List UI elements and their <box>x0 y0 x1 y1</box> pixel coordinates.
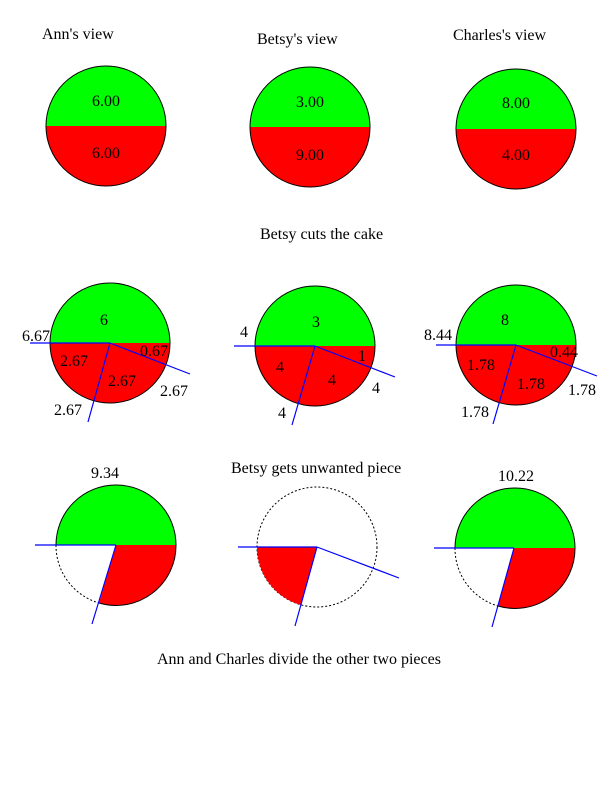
caption-betsy-unwanted: Betsy gets unwanted piece <box>231 460 401 477</box>
cut-line-bottom <box>491 547 515 628</box>
charles-view-title: Charles's view <box>453 27 547 44</box>
betsy-green-half <box>250 67 370 127</box>
left-piece-value: 4 <box>240 324 248 341</box>
red-left-value: 4 <box>276 359 284 376</box>
red-left-value: 2.67 <box>60 353 88 370</box>
cut-line-right <box>515 344 598 377</box>
charles-green-half <box>456 69 576 129</box>
caption-ann-charles-divide: Ann and Charles divide the other two pie… <box>157 651 441 668</box>
green-region <box>255 286 375 346</box>
cut-cake-charles: 8 8.44 1.78 1.78 0.44 1.78 1.78 <box>424 284 598 425</box>
left-piece-value: 6.67 <box>22 328 50 345</box>
removed-piece-outline <box>454 547 499 607</box>
final-cake-charles: 10.22 <box>434 468 576 628</box>
red-wedge <box>99 545 177 606</box>
green-region <box>455 488 575 548</box>
bottom-piece-value: 1.78 <box>461 404 489 421</box>
removed-piece-outline <box>55 544 100 604</box>
right-piece-value: 2.67 <box>160 383 188 400</box>
ann-red-value: 6.00 <box>92 145 120 162</box>
red-mid-value: 2.67 <box>108 373 136 390</box>
red-right-value: 0.44 <box>550 344 578 361</box>
caption-betsy-cuts: Betsy cuts the cake <box>260 226 383 243</box>
cut-cake-betsy: 3 4 4 4 1 4 4 <box>234 285 396 426</box>
cut-line-bottom <box>91 544 117 625</box>
ann-green-half <box>46 66 166 126</box>
red-region <box>50 343 170 403</box>
betsy-red-half <box>250 127 370 187</box>
right-piece-value: 1.78 <box>568 382 596 399</box>
ann-green-value: 6.00 <box>92 93 120 110</box>
cut-line-right <box>314 345 396 378</box>
red-region <box>456 345 576 405</box>
ann-cake-outline <box>45 65 167 187</box>
cake-outline <box>454 487 576 609</box>
ann-view-title: Ann's view <box>42 26 114 43</box>
red-wedge <box>256 547 317 605</box>
red-left-value: 1.78 <box>467 357 495 374</box>
green-value: 3 <box>312 314 320 331</box>
betsy-view: Betsy's view 3.00 9.00 <box>249 31 371 188</box>
betsy-green-value: 3.00 <box>296 94 324 111</box>
red-mid-value: 1.78 <box>517 376 545 393</box>
charles-green-value: 8.00 <box>502 95 530 112</box>
charles-red-half <box>456 129 576 189</box>
red-wedge <box>498 548 576 609</box>
cut-line-bottom <box>291 345 316 426</box>
red-mid-value: 4 <box>328 372 336 389</box>
right-piece-value: 4 <box>372 380 380 397</box>
ann-view: Ann's view 6.00 6.00 <box>42 26 167 187</box>
green-value: 8 <box>501 312 509 329</box>
betsy-cake-outline <box>249 66 371 188</box>
cut-line-right <box>109 342 191 375</box>
bottom-piece-value: 2.67 <box>54 402 82 419</box>
charles-total-value: 10.22 <box>498 468 534 485</box>
betsy-view-title: Betsy's view <box>257 31 338 48</box>
cut-line-bottom <box>294 546 318 627</box>
cake-outline <box>55 484 177 606</box>
green-region <box>50 283 170 343</box>
charles-cake-outline <box>455 68 577 190</box>
red-right-value: 1 <box>358 348 366 365</box>
cut-line-bottom <box>492 344 517 425</box>
green-region <box>456 285 576 345</box>
cut-cake-ann: 6 6.67 2.67 2.67 0.67 2.67 2.67 <box>22 282 191 423</box>
cut-line-right <box>316 546 400 579</box>
red-region <box>255 346 375 406</box>
green-value: 6 <box>100 312 108 329</box>
ann-red-half <box>46 126 166 186</box>
charles-view: Charles's view 8.00 4.00 <box>453 27 577 190</box>
ann-total-value: 9.34 <box>91 465 119 482</box>
betsy-red-value: 9.00 <box>296 147 324 164</box>
red-right-value: 0.67 <box>140 343 168 360</box>
bottom-piece-value: 4 <box>278 405 286 422</box>
cut-line-bottom <box>87 342 111 423</box>
final-cake-betsy <box>238 486 400 627</box>
left-piece-value: 8.44 <box>424 327 452 344</box>
charles-red-value: 4.00 <box>502 147 530 164</box>
green-region <box>56 485 176 545</box>
final-cake-ann: 9.34 <box>35 465 177 625</box>
